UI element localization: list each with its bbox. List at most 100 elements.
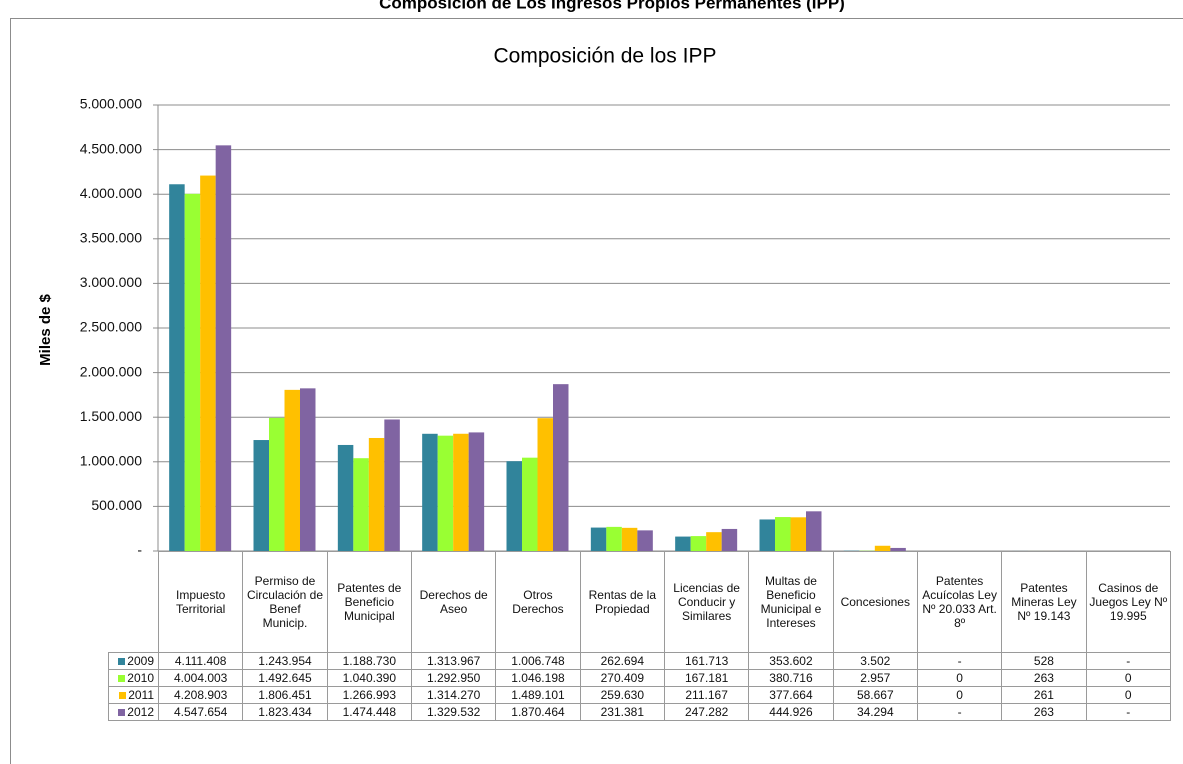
- legend-label: 2012: [127, 705, 154, 719]
- data-label: 4.111.408: [157, 652, 244, 670]
- bar: [721, 528, 738, 551]
- bar: [169, 184, 185, 552]
- data-label: 1.492.645: [242, 669, 328, 687]
- y-axis-title: Miles de $: [37, 293, 54, 365]
- bar: [384, 419, 400, 551]
- data-label: 167.181: [663, 669, 750, 687]
- data-label: -: [1085, 703, 1171, 721]
- legend-entry: 2012: [108, 703, 159, 721]
- bar: [468, 432, 485, 551]
- legend-label: 2011: [128, 688, 154, 702]
- x-tick-label: Impuesto Territorial: [157, 551, 244, 653]
- data-label: 270.409: [579, 669, 665, 687]
- legend-swatch: [118, 658, 126, 665]
- x-tick-label: Otros Derechos: [495, 551, 581, 653]
- data-label: 1.314.270: [410, 686, 497, 704]
- bar: [590, 527, 607, 551]
- data-label: 263: [1001, 703, 1087, 721]
- page-title: Composición de Los Ingresos Propios Perm…: [379, 0, 845, 12]
- table-header-row: Impuesto Territorial Permiso de Circulaci…: [108, 551, 1171, 653]
- bar: [284, 389, 300, 551]
- bar: [637, 530, 653, 551]
- y-tick-label: 500.000: [91, 497, 142, 513]
- data-label: 0: [916, 669, 1003, 687]
- bar: [874, 545, 891, 551]
- legend-entry: 2010: [108, 669, 159, 687]
- data-label: 34.294: [832, 703, 918, 721]
- data-label: 1.329.532: [410, 703, 497, 721]
- data-label: 261: [1001, 686, 1087, 704]
- x-tick-label: Concesiones: [832, 551, 918, 653]
- legend-swatch: [118, 675, 126, 682]
- data-label: 1.292.950: [410, 669, 497, 687]
- y-tick-label: 1.000.000: [80, 453, 142, 469]
- x-tick-label: Licencias de Conducir y Similares: [663, 551, 750, 653]
- data-label: 380.716: [748, 669, 834, 687]
- bar: [253, 440, 269, 551]
- data-label: 4.547.654: [157, 703, 244, 721]
- data-label: 161.713: [663, 652, 750, 670]
- legend-label: 2009: [127, 654, 154, 668]
- x-tick-label: Patentes Mineras Ley Nº 19.143: [1001, 551, 1087, 653]
- y-tick-label: 5.000.000: [80, 96, 142, 112]
- data-label: 1.266.993: [326, 686, 412, 704]
- data-label: 377.664: [748, 686, 834, 704]
- x-tick-label: Patentes Acuícolas Ley Nº 20.033 Art. 8º: [916, 551, 1003, 653]
- bar: [215, 145, 232, 552]
- data-label: 1.474.448: [326, 703, 412, 721]
- bar: [775, 517, 791, 551]
- x-tick-label: Derechos de Aseo: [410, 551, 497, 653]
- data-label: 4.004.003: [157, 669, 244, 687]
- bar: [506, 461, 522, 551]
- bar: [890, 547, 906, 551]
- bar: [184, 193, 201, 551]
- data-label: 1.870.464: [495, 703, 581, 721]
- x-tick-label: Patentes de Beneficio Municipal: [326, 551, 412, 653]
- data-label: -: [916, 652, 1003, 670]
- bar: [522, 457, 538, 551]
- legend-entry: 2011: [108, 686, 159, 704]
- bar: [706, 532, 722, 551]
- y-tick-label: 3.000.000: [80, 274, 142, 290]
- y-tick-label: 1.500.000: [80, 408, 142, 424]
- data-table: Impuesto Territorial Permiso de Circulaci…: [108, 551, 1171, 721]
- legend-swatch: [119, 692, 127, 699]
- bar: [300, 388, 316, 551]
- data-label: 4.208.903: [157, 686, 244, 704]
- data-label: 1.313.967: [410, 652, 497, 670]
- data-label: 1.489.101: [495, 686, 581, 704]
- table-row: 2009 4.111.408 1.243.954 1.188.730 1.313.967…: [108, 652, 1171, 670]
- bar: [537, 418, 553, 551]
- bar: [806, 511, 822, 551]
- data-label: 1.823.434: [242, 703, 328, 721]
- bar: [790, 517, 806, 551]
- bar: [269, 417, 285, 551]
- table-row: 2011 4.208.903 1.806.451 1.266.993 1.314.270…: [108, 686, 1171, 704]
- data-label: 1.040.390: [326, 669, 412, 687]
- data-label: 444.926: [748, 703, 834, 721]
- data-label: 1.806.451: [242, 686, 328, 704]
- data-label: 247.282: [663, 703, 750, 721]
- table-row: 2012 4.547.654 1.823.434 1.474.448 1.329.532…: [108, 703, 1171, 721]
- data-label: 1.046.198: [495, 669, 581, 687]
- data-label: 3.502: [832, 652, 918, 670]
- bar: [453, 433, 469, 551]
- data-label: 0: [1085, 686, 1171, 704]
- y-tick-label: -: [137, 542, 142, 558]
- bar: [553, 384, 569, 551]
- bar: [437, 435, 454, 551]
- data-label: 58.667: [832, 686, 918, 704]
- legend-entry: 2009: [108, 652, 159, 670]
- data-label: 1.006.748: [495, 652, 581, 670]
- data-label: -: [1085, 652, 1171, 670]
- legend-swatch: [118, 709, 126, 716]
- data-label: -: [916, 703, 1003, 721]
- data-label: 1.243.954: [242, 652, 328, 670]
- bar: [337, 444, 354, 551]
- data-label: 0: [916, 686, 1003, 704]
- x-tick-label: Multas de Beneficio Municipal e Interese…: [748, 551, 834, 653]
- bar: [422, 433, 438, 551]
- chart-title: Composición de los IPP: [494, 45, 717, 68]
- bar: [368, 437, 385, 551]
